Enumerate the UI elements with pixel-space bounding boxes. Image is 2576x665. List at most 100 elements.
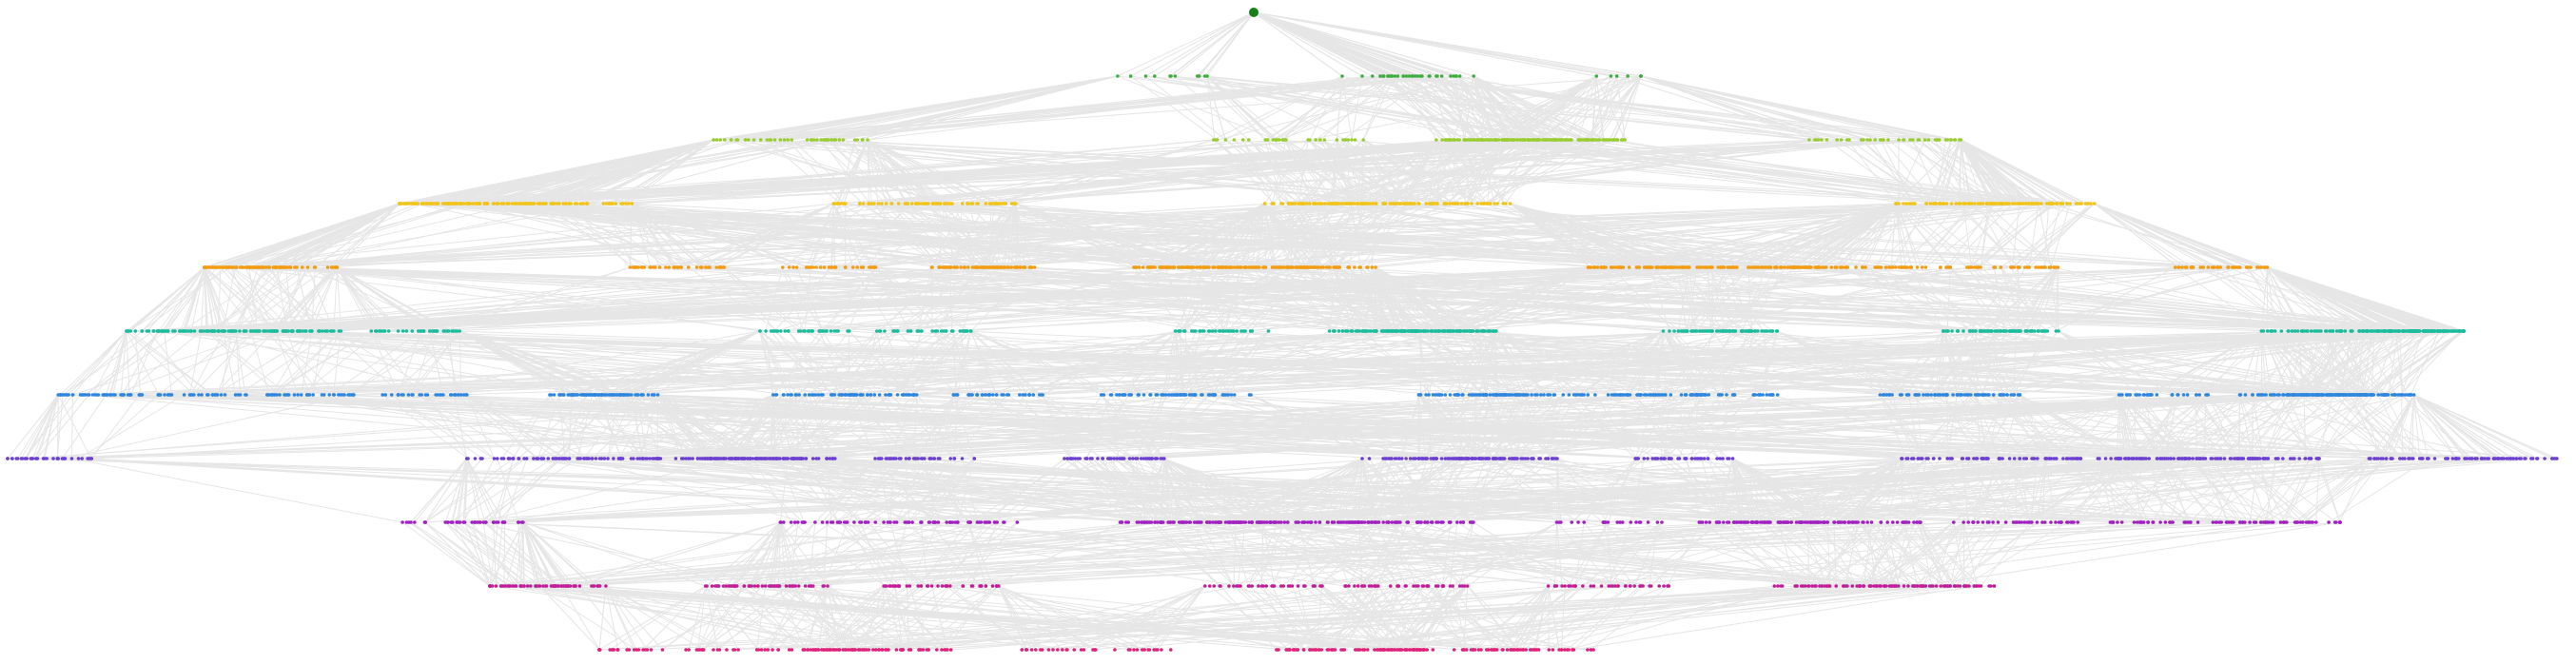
tree-edge: [1389, 139, 1529, 205]
tree-edge: [525, 139, 714, 205]
tree-edge: [1640, 75, 1868, 141]
tree-edge: [1961, 139, 2086, 205]
tree-edge: [1420, 75, 1554, 141]
tree-edge: [1960, 139, 2024, 205]
tree-edge: [1415, 75, 1529, 141]
tree-edge: [205, 330, 281, 396]
tree-edge: [1930, 139, 1952, 205]
tree-edge: [1960, 139, 1994, 205]
tree-edge: [1429, 75, 1475, 141]
tree-edge: [1206, 75, 1266, 141]
tree-edge: [1403, 75, 1850, 141]
tree-edge: [736, 75, 1118, 141]
tree-edge: [1446, 139, 1525, 205]
tree-edge: [1640, 75, 1882, 141]
tree-edge: [1206, 75, 1287, 141]
tree-edge: [537, 139, 714, 205]
tree-edge: [1919, 139, 2003, 205]
tree-edge: [1928, 139, 2014, 205]
tree-edge: [867, 139, 1012, 205]
tree-edge: [1383, 75, 1446, 141]
tree-edge: [1395, 75, 1455, 141]
tree-edge: [478, 458, 578, 523]
tree-edge: [956, 203, 964, 268]
tree-edge: [467, 139, 1571, 205]
tree-edge: [1275, 75, 1398, 141]
tree-edge: [1898, 139, 2002, 205]
tree-edge: [1495, 139, 1941, 205]
tree-edge: [1298, 139, 1309, 205]
tree-edge: [478, 139, 714, 205]
tree-edge: [1267, 139, 1289, 205]
tree-edge: [553, 139, 714, 205]
tree-edge: [1452, 139, 1535, 205]
tree-edge: [1355, 139, 1455, 205]
tree-edge: [64, 330, 127, 396]
tree-edge: [1336, 75, 1343, 141]
tree-edge: [1198, 75, 1481, 141]
tree-edge: [2413, 394, 2527, 460]
tree-edge: [1534, 75, 1642, 141]
tree-edge: [1402, 75, 1437, 141]
tree-edge: [867, 139, 879, 205]
tree-edge: [1467, 139, 1556, 205]
tree-edge: [1836, 139, 1931, 205]
tree-edge: [1869, 139, 1914, 205]
tree-edge: [1933, 139, 1961, 205]
tree-edge: [2260, 330, 2263, 396]
tree-edge: [337, 203, 400, 268]
tree-edge: [867, 139, 934, 205]
tree-edge: [1595, 75, 1626, 141]
tree-edge: [1450, 75, 1466, 141]
tree-edge: [1431, 139, 1455, 205]
tree-edge: [867, 139, 979, 205]
tree-edge: [1402, 75, 1508, 141]
tree-edge: [1826, 139, 1916, 205]
tree-edge: [485, 458, 563, 523]
tree-edge: [1507, 75, 1597, 141]
tree-edge: [223, 330, 237, 396]
tree-edge: [1361, 139, 1364, 205]
tree-edge: [478, 458, 560, 523]
tree-edge: [1436, 75, 1581, 141]
tree-edge: [333, 266, 338, 332]
tree-edge: [17, 394, 59, 460]
tree-edge: [867, 139, 942, 205]
tree-edge: [760, 139, 2020, 205]
tree-edge: [927, 203, 985, 268]
tree-edge: [399, 139, 714, 205]
tree-edge: [399, 139, 808, 205]
tree-edge: [424, 521, 511, 587]
tree-edge: [830, 75, 1119, 141]
tree-edge: [820, 139, 870, 205]
tree-edge: [1960, 139, 1983, 205]
tree-edge: [1420, 75, 1608, 141]
tree-edge: [1197, 75, 1266, 141]
tree-edge: [1248, 139, 1304, 205]
tree-edge: [854, 139, 926, 205]
tree-edge: [854, 75, 1119, 141]
tree-edge: [556, 139, 737, 205]
tree-edge: [1960, 139, 2039, 205]
tree-edge: [1273, 75, 1374, 141]
tree-edge: [1959, 139, 1973, 205]
tree-edge: [867, 139, 969, 205]
tree-edge: [1512, 75, 1597, 141]
tree-edge: [148, 330, 200, 396]
tree-edge: [453, 139, 1508, 205]
tree-edge: [71, 394, 73, 460]
tree-edge: [1961, 139, 2077, 205]
tree-edge: [843, 139, 868, 205]
tree-edge: [428, 139, 714, 205]
tree-edge: [1362, 75, 1395, 141]
tree-edge: [1309, 139, 1347, 205]
tree-edge: [1473, 75, 1557, 141]
tree-edge: [1640, 75, 1956, 141]
tree-edge: [867, 139, 947, 205]
tree-edge: [780, 75, 1118, 141]
tree-edge: [514, 139, 1888, 205]
tree-edge: [1206, 75, 1346, 141]
tree-edge: [946, 139, 1496, 205]
tree-edge: [62, 394, 107, 460]
tree-edge: [1942, 139, 1961, 205]
